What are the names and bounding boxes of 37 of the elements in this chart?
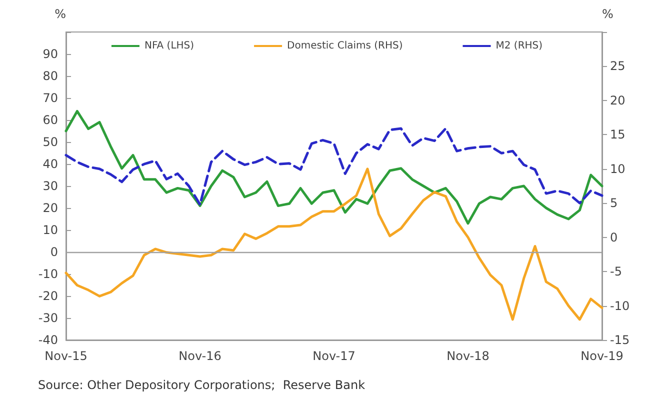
y2-tick-label: 25 — [610, 59, 626, 74]
y-tick-label: -20 — [38, 289, 58, 303]
source-note: Source: Other Depository Corporations; Reserve Bank — [38, 378, 366, 392]
y-tick-label: 20 — [42, 201, 58, 215]
y-tick-label: 0 — [50, 245, 58, 259]
x-tick-label: Nov-19 — [580, 349, 624, 363]
y-tick-label: 30 — [42, 179, 58, 193]
legend-label: M2 (RHS) — [496, 40, 543, 52]
y2-tick-label: 20 — [610, 93, 626, 108]
y-tick-label: 70 — [42, 91, 58, 105]
y2-tick-label: -5 — [610, 264, 622, 279]
y-tick-label: 50 — [42, 135, 58, 149]
y2-axis-title: % — [602, 7, 614, 21]
y-tick-label: 60 — [42, 113, 58, 127]
y2-tick-label: 0 — [610, 230, 618, 244]
legend-label: Domestic Claims (RHS) — [287, 40, 403, 52]
y2-tick-label: -15 — [610, 333, 630, 347]
x-tick-label: Nov-16 — [178, 349, 222, 363]
x-tick-label: Nov-17 — [312, 349, 356, 363]
y-tick-label: 80 — [42, 69, 58, 83]
y-axis-title: % — [54, 7, 66, 21]
y-tick-label: 10 — [42, 223, 58, 237]
y-tick-label: -40 — [38, 333, 58, 347]
y2-tick-label: 15 — [610, 128, 626, 142]
line-series — [64, 127, 604, 206]
legend-label: NFA (LHS) — [144, 40, 194, 52]
y-tick-label: -10 — [38, 267, 58, 281]
x-tick-label: Nov-15 — [44, 349, 88, 363]
y2-tick-label: -10 — [610, 298, 630, 313]
y-tick-label: 40 — [42, 157, 58, 171]
y-tick-label: -30 — [38, 311, 58, 325]
y2-tick-label: 5 — [610, 196, 618, 210]
line-series — [64, 110, 604, 225]
line-series — [64, 168, 604, 321]
x-tick-label: Nov-18 — [446, 349, 490, 363]
y-tick-label: 90 — [42, 47, 58, 61]
y2-tick-label: 10 — [610, 162, 626, 176]
